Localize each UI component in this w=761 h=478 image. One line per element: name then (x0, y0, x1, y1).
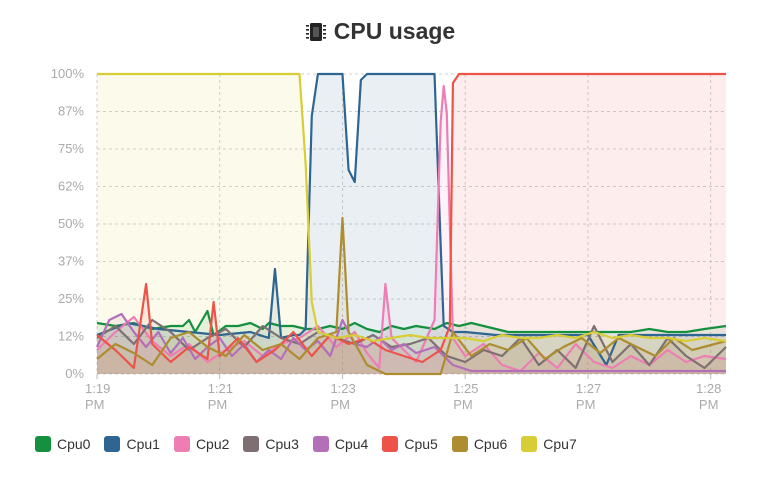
legend-swatch (382, 436, 399, 452)
line-layer (95, 72, 727, 376)
x-tick-label: 1:27 (576, 381, 601, 396)
legend-item-cpu5[interactable]: Cpu5 (382, 436, 438, 452)
legend-item-cpu2[interactable]: Cpu2 (173, 436, 230, 452)
legend-label: Cpu1 (126, 436, 160, 452)
legend-swatch (312, 436, 329, 452)
y-tick-label: 0% (65, 366, 84, 381)
series-line-cpu4 (95, 312, 726, 373)
legend-item-cpu7[interactable]: Cpu7 (521, 436, 577, 452)
y-tick-label: 87% (58, 104, 84, 119)
x-tick-label-period: PM (85, 397, 105, 412)
legend-item-cpu1[interactable]: Cpu1 (104, 436, 160, 452)
legend-label: Cpu6 (473, 436, 508, 452)
legend-label: Cpu3 (265, 436, 299, 452)
series-line-cpu6 (96, 216, 727, 376)
chart-title-text: CPU usage (333, 18, 456, 44)
series-area-cpu6 (97, 218, 726, 374)
legend-swatch (104, 436, 121, 452)
x-tick-label-period: PM (576, 397, 596, 412)
legend-swatch (521, 436, 538, 452)
legend-item-cpu0[interactable]: Cpu0 (35, 436, 90, 452)
x-tick-label: 1:21 (208, 381, 233, 396)
y-tick-label: 100% (51, 66, 85, 81)
series-line-cpu2 (96, 84, 727, 373)
series-area-cpu1 (97, 74, 726, 374)
legend-label: Cpu5 (404, 436, 438, 452)
y-tick-label: 50% (58, 216, 84, 231)
legend-label: Cpu4 (334, 436, 369, 452)
area-layer (97, 74, 726, 374)
x-tick-label: 1:25 (453, 381, 478, 396)
y-tick-label: 62% (58, 179, 84, 194)
cpu-chip-icon (305, 22, 326, 41)
x-tick-label: 1:23 (330, 381, 355, 396)
legend-item-cpu4[interactable]: Cpu4 (312, 436, 369, 452)
legend-swatch (451, 436, 468, 452)
y-tick-label: 25% (58, 291, 84, 306)
x-tick-label-period: PM (699, 397, 719, 412)
x-tick-label-period: PM (330, 397, 350, 412)
x-tick-label: 1:19 (85, 381, 110, 396)
legend-swatch (35, 436, 51, 452)
series-area-cpu5 (97, 74, 726, 374)
series-line-cpu7 (97, 72, 727, 343)
chart-title: CPU usage (0, 18, 761, 49)
legend-label: Cpu7 (543, 436, 577, 452)
chart-legend: Cpu0 Cpu1 Cpu2 Cpu3 Cpu4 Cpu5 Cpu6 Cpu7 (35, 436, 577, 452)
axis-layer: 0%12%25%37%50%62%75%87%100%1:19PM1:21PM1… (51, 66, 722, 412)
x-tick-label: 1:28 (696, 381, 721, 396)
legend-label: Cpu0 (57, 436, 91, 452)
legend-swatch (173, 436, 190, 452)
y-tick-label: 12% (58, 329, 84, 344)
legend-item-cpu6[interactable]: Cpu6 (451, 436, 508, 452)
legend-item-cpu3[interactable]: Cpu3 (243, 436, 299, 452)
series-line-cpu5 (96, 72, 726, 370)
series-area-cpu7 (97, 74, 726, 374)
legend-label: Cpu2 (195, 436, 230, 452)
x-tick-label-period: PM (453, 397, 473, 412)
series-line-cpu0 (96, 309, 727, 337)
y-tick-label: 75% (58, 141, 84, 156)
y-tick-label: 37% (58, 254, 84, 269)
legend-swatch (243, 436, 260, 452)
x-tick-label-period: PM (208, 397, 228, 412)
